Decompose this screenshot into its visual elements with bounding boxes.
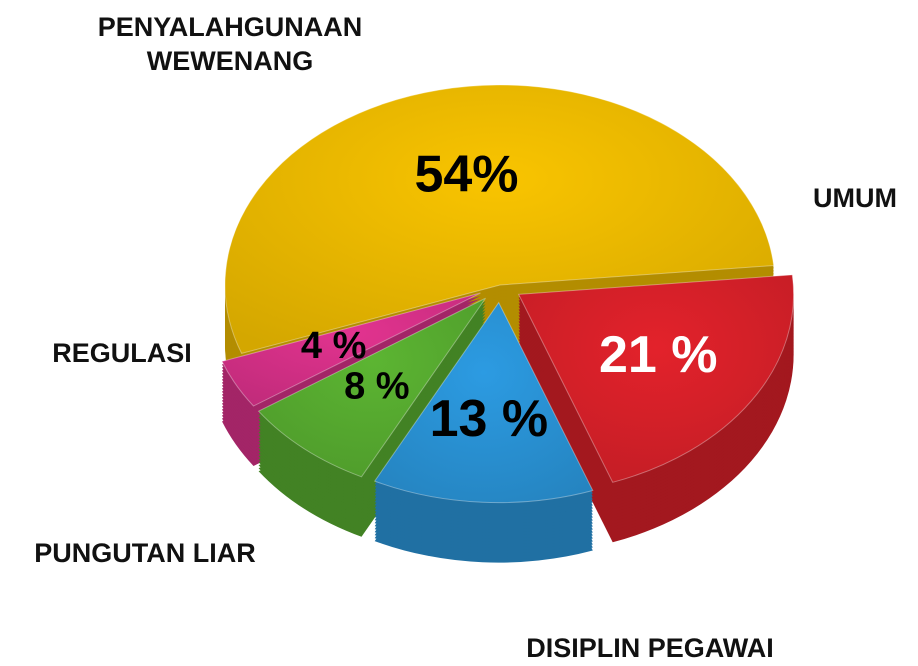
category-label: UMUM: [813, 183, 897, 213]
pie-slice: [224, 84, 775, 354]
value-label: 21 %: [599, 326, 718, 384]
category-label: PUNGUTAN LIAR: [34, 538, 255, 568]
value-label: 13 %: [430, 390, 549, 448]
value-label: 4 %: [301, 325, 366, 367]
category-label: PENYALAHGUNAAN WEWENANG: [98, 12, 363, 76]
pie-slice: [373, 301, 594, 504]
pie-slice: [257, 297, 486, 478]
value-label: 8 %: [344, 366, 409, 408]
category-label: REGULASI: [52, 338, 192, 368]
pie-slice: [221, 292, 481, 407]
category-label: DISIPLIN PEGAWAI: [526, 633, 774, 663]
pie-slice: [517, 274, 795, 483]
value-label: 54%: [414, 145, 518, 203]
